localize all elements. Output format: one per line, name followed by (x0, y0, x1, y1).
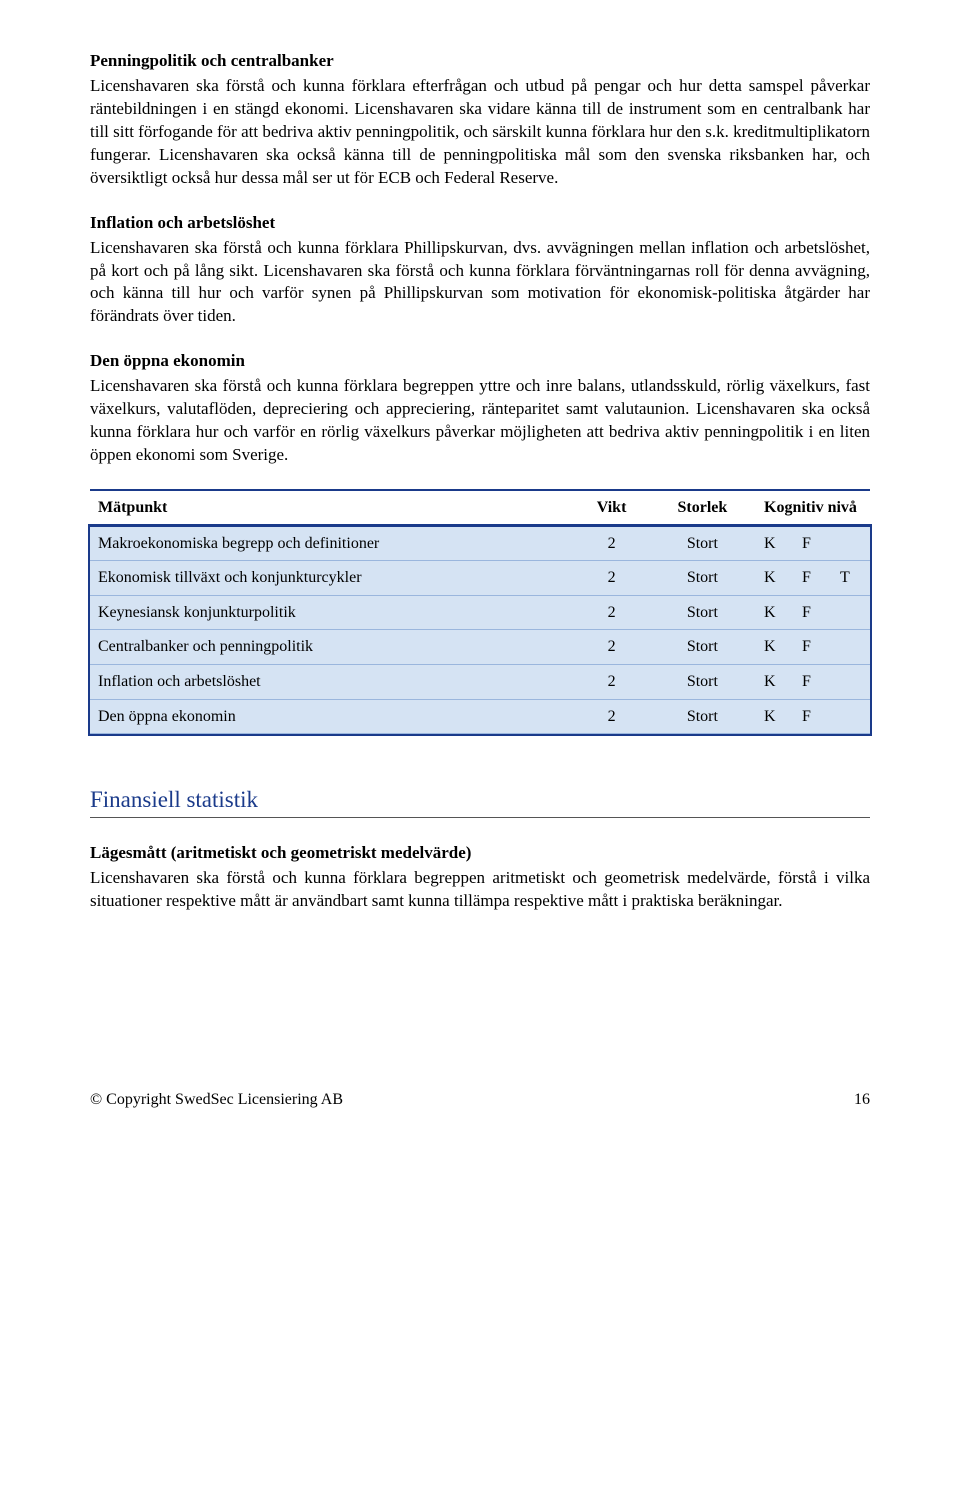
cell-vikt: 2 (574, 526, 648, 561)
matpunkt-table: Mätpunkt Vikt Storlek Kognitiv nivå Makr… (90, 489, 870, 734)
page-footer: © Copyright SwedSec Licensiering AB 16 (90, 1083, 870, 1111)
cell-t (832, 699, 870, 734)
cell-vikt: 2 (574, 664, 648, 699)
table-header-row: Mätpunkt Vikt Storlek Kognitiv nivå (90, 490, 870, 526)
section-body: Licenshavaren ska förstå och kunna förkl… (90, 237, 870, 329)
section-title: Penningpolitik och centralbanker (90, 50, 870, 73)
table-row: Makroekonomiska begrepp och definitioner… (90, 526, 870, 561)
section-body: Licenshavaren ska förstå och kunna förkl… (90, 867, 870, 913)
cell-vikt: 2 (574, 595, 648, 630)
cell-k: K (756, 699, 794, 734)
cell-name: Makroekonomiska begrepp och definitioner (90, 526, 574, 561)
cell-k: K (756, 630, 794, 665)
major-heading-finansiell-statistik: Finansiell statistik (90, 784, 870, 818)
cell-storlek: Stort (649, 526, 756, 561)
section-inflation: Inflation och arbetslöshet Licenshavaren… (90, 212, 870, 329)
table-body: Makroekonomiska begrepp och definitioner… (90, 526, 870, 734)
col-vikt: Vikt (574, 490, 648, 526)
section-lagesmatt: Lägesmått (aritmetiskt och geometriskt m… (90, 842, 870, 913)
cell-t: T (832, 561, 870, 596)
cell-k: K (756, 595, 794, 630)
cell-k: K (756, 664, 794, 699)
section-body: Licenshavaren ska förstå och kunna förkl… (90, 75, 870, 190)
cell-name: Centralbanker och penningpolitik (90, 630, 574, 665)
section-title: Inflation och arbetslöshet (90, 212, 870, 235)
section-penningpolitik: Penningpolitik och centralbanker Licensh… (90, 50, 870, 190)
cell-t (832, 630, 870, 665)
table-row: Centralbanker och penningpolitik 2 Stort… (90, 630, 870, 665)
col-storlek: Storlek (649, 490, 756, 526)
section-body: Licenshavaren ska förstå och kunna förkl… (90, 375, 870, 467)
cell-storlek: Stort (649, 595, 756, 630)
cell-f: F (794, 526, 832, 561)
cell-f: F (794, 561, 832, 596)
section-title: Lägesmått (aritmetiskt och geometriskt m… (90, 842, 870, 865)
cell-storlek: Stort (649, 630, 756, 665)
cell-storlek: Stort (649, 699, 756, 734)
cell-f: F (794, 699, 832, 734)
cell-t (832, 664, 870, 699)
table-row: Den öppna ekonomin 2 Stort K F (90, 699, 870, 734)
page-number: 16 (854, 1089, 870, 1111)
section-title: Den öppna ekonomin (90, 350, 870, 373)
section-oppna-ekonomin: Den öppna ekonomin Licenshavaren ska för… (90, 350, 870, 467)
cell-name: Keynesiansk konjunkturpolitik (90, 595, 574, 630)
cell-vikt: 2 (574, 630, 648, 665)
cell-vikt: 2 (574, 561, 648, 596)
cell-f: F (794, 595, 832, 630)
col-kognitiv: Kognitiv nivå (756, 490, 870, 526)
cell-storlek: Stort (649, 561, 756, 596)
cell-f: F (794, 664, 832, 699)
cell-k: K (756, 526, 794, 561)
cell-vikt: 2 (574, 699, 648, 734)
copyright-text: © Copyright SwedSec Licensiering AB (90, 1089, 343, 1111)
cell-name: Inflation och arbetslöshet (90, 664, 574, 699)
cell-storlek: Stort (649, 664, 756, 699)
table-row: Ekonomisk tillväxt och konjunkturcykler … (90, 561, 870, 596)
col-matpunkt: Mätpunkt (90, 490, 574, 526)
cell-name: Den öppna ekonomin (90, 699, 574, 734)
table-row: Keynesiansk konjunkturpolitik 2 Stort K … (90, 595, 870, 630)
cell-t (832, 526, 870, 561)
table-row: Inflation och arbetslöshet 2 Stort K F (90, 664, 870, 699)
cell-f: F (794, 630, 832, 665)
cell-t (832, 595, 870, 630)
cell-name: Ekonomisk tillväxt och konjunkturcykler (90, 561, 574, 596)
cell-k: K (756, 561, 794, 596)
